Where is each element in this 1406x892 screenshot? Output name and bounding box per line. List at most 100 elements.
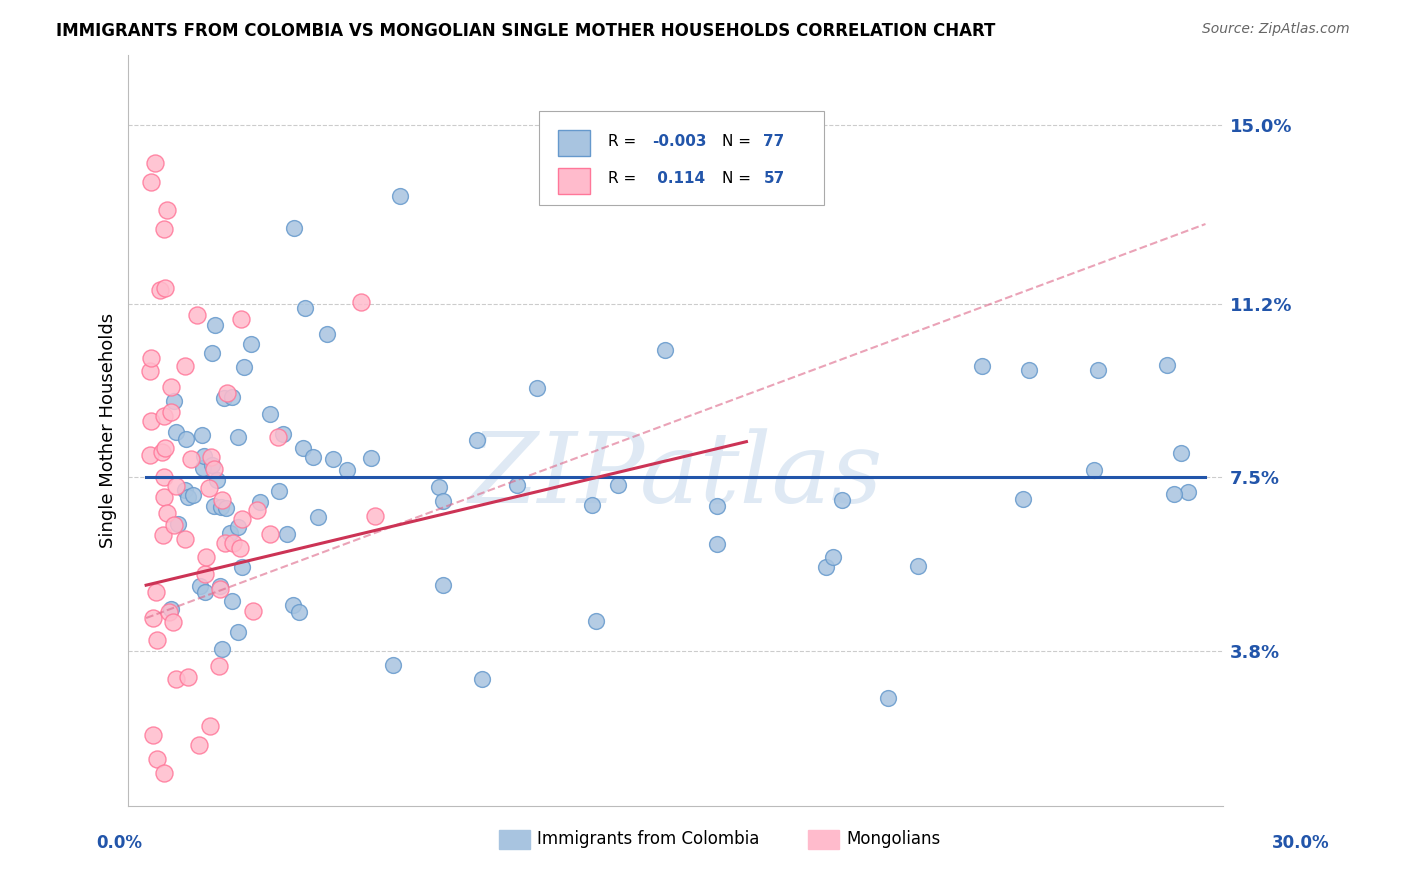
Point	[471, 672, 494, 686]
Point	[226, 430, 249, 444]
Point	[706, 500, 728, 514]
Point	[1170, 446, 1192, 460]
FancyBboxPatch shape	[558, 168, 591, 194]
Point	[465, 433, 488, 447]
Point	[207, 659, 229, 673]
Text: N =: N =	[721, 171, 755, 186]
Point	[180, 452, 202, 467]
Point	[242, 604, 264, 618]
Text: IMMIGRANTS FROM COLOMBIA VS MONGOLIAN SINGLE MOTHER HOUSEHOLDS CORRELATION CHART: IMMIGRANTS FROM COLOMBIA VS MONGOLIAN SI…	[56, 22, 995, 40]
FancyBboxPatch shape	[558, 130, 591, 156]
Point	[229, 312, 252, 326]
Point	[302, 450, 325, 464]
Point	[432, 578, 454, 592]
Point	[159, 380, 181, 394]
Point	[209, 579, 232, 593]
Point	[201, 346, 224, 360]
Y-axis label: Single Mother Households: Single Mother Households	[100, 313, 117, 548]
Point	[259, 407, 281, 421]
Point	[706, 537, 728, 551]
Point	[204, 318, 226, 332]
Point	[165, 425, 187, 439]
Point	[606, 478, 628, 492]
Point	[145, 633, 167, 648]
Point	[336, 462, 359, 476]
Point	[505, 477, 527, 491]
Point	[156, 202, 179, 217]
Point	[153, 470, 176, 484]
Text: Immigrants from Colombia: Immigrants from Colombia	[537, 830, 759, 848]
Text: ZIPatlas: ZIPatlas	[468, 428, 883, 523]
Point	[139, 351, 162, 365]
Point	[201, 458, 224, 473]
Text: Source: ZipAtlas.com: Source: ZipAtlas.com	[1202, 22, 1350, 37]
Text: 30.0%: 30.0%	[1272, 834, 1329, 852]
FancyBboxPatch shape	[538, 112, 824, 205]
Point	[283, 599, 305, 613]
Point	[149, 283, 172, 297]
Point	[153, 441, 176, 455]
Point	[821, 549, 844, 564]
Point	[815, 560, 838, 574]
Point	[585, 614, 607, 628]
Point	[221, 594, 243, 608]
Point	[145, 584, 167, 599]
Point	[249, 495, 271, 509]
Point	[231, 560, 253, 574]
Text: N =: N =	[721, 134, 755, 149]
Point	[177, 490, 200, 504]
Point	[162, 615, 184, 630]
Point	[152, 765, 174, 780]
Point	[156, 506, 179, 520]
Point	[200, 450, 222, 464]
Point	[163, 518, 186, 533]
Point	[654, 343, 676, 357]
Point	[152, 221, 174, 235]
Point	[267, 430, 290, 444]
Point	[294, 301, 316, 316]
Point	[193, 460, 215, 475]
Point	[876, 691, 898, 706]
Point	[139, 448, 162, 462]
Point	[222, 536, 245, 550]
Point	[141, 175, 163, 189]
Point	[259, 527, 281, 541]
Point	[364, 509, 387, 524]
Point	[1177, 485, 1199, 500]
Point	[176, 670, 198, 684]
Point	[186, 308, 208, 322]
Point	[150, 445, 173, 459]
Point	[1156, 359, 1178, 373]
Text: -0.003: -0.003	[652, 134, 706, 149]
Point	[194, 549, 217, 564]
Point	[307, 509, 329, 524]
Text: Mongolians: Mongolians	[846, 830, 941, 848]
Point	[159, 601, 181, 615]
Point	[831, 493, 853, 508]
Point	[165, 673, 187, 687]
Point	[267, 483, 290, 498]
Point	[211, 641, 233, 656]
Point	[217, 385, 239, 400]
Text: R =: R =	[607, 171, 641, 186]
Point	[209, 500, 232, 515]
Point	[143, 156, 166, 170]
Point	[153, 409, 176, 423]
Point	[188, 738, 211, 752]
Point	[221, 390, 243, 404]
Text: 0.0%: 0.0%	[97, 834, 142, 852]
Point	[316, 326, 339, 341]
Point	[907, 559, 929, 574]
Point	[226, 624, 249, 639]
Point	[214, 536, 236, 550]
Point	[202, 462, 225, 476]
Point	[174, 359, 197, 373]
Point	[174, 432, 197, 446]
Point	[229, 541, 252, 556]
Point	[246, 503, 269, 517]
Point	[188, 579, 211, 593]
Point	[427, 480, 450, 494]
Point	[208, 582, 231, 596]
Point	[202, 499, 225, 513]
Point	[226, 519, 249, 533]
